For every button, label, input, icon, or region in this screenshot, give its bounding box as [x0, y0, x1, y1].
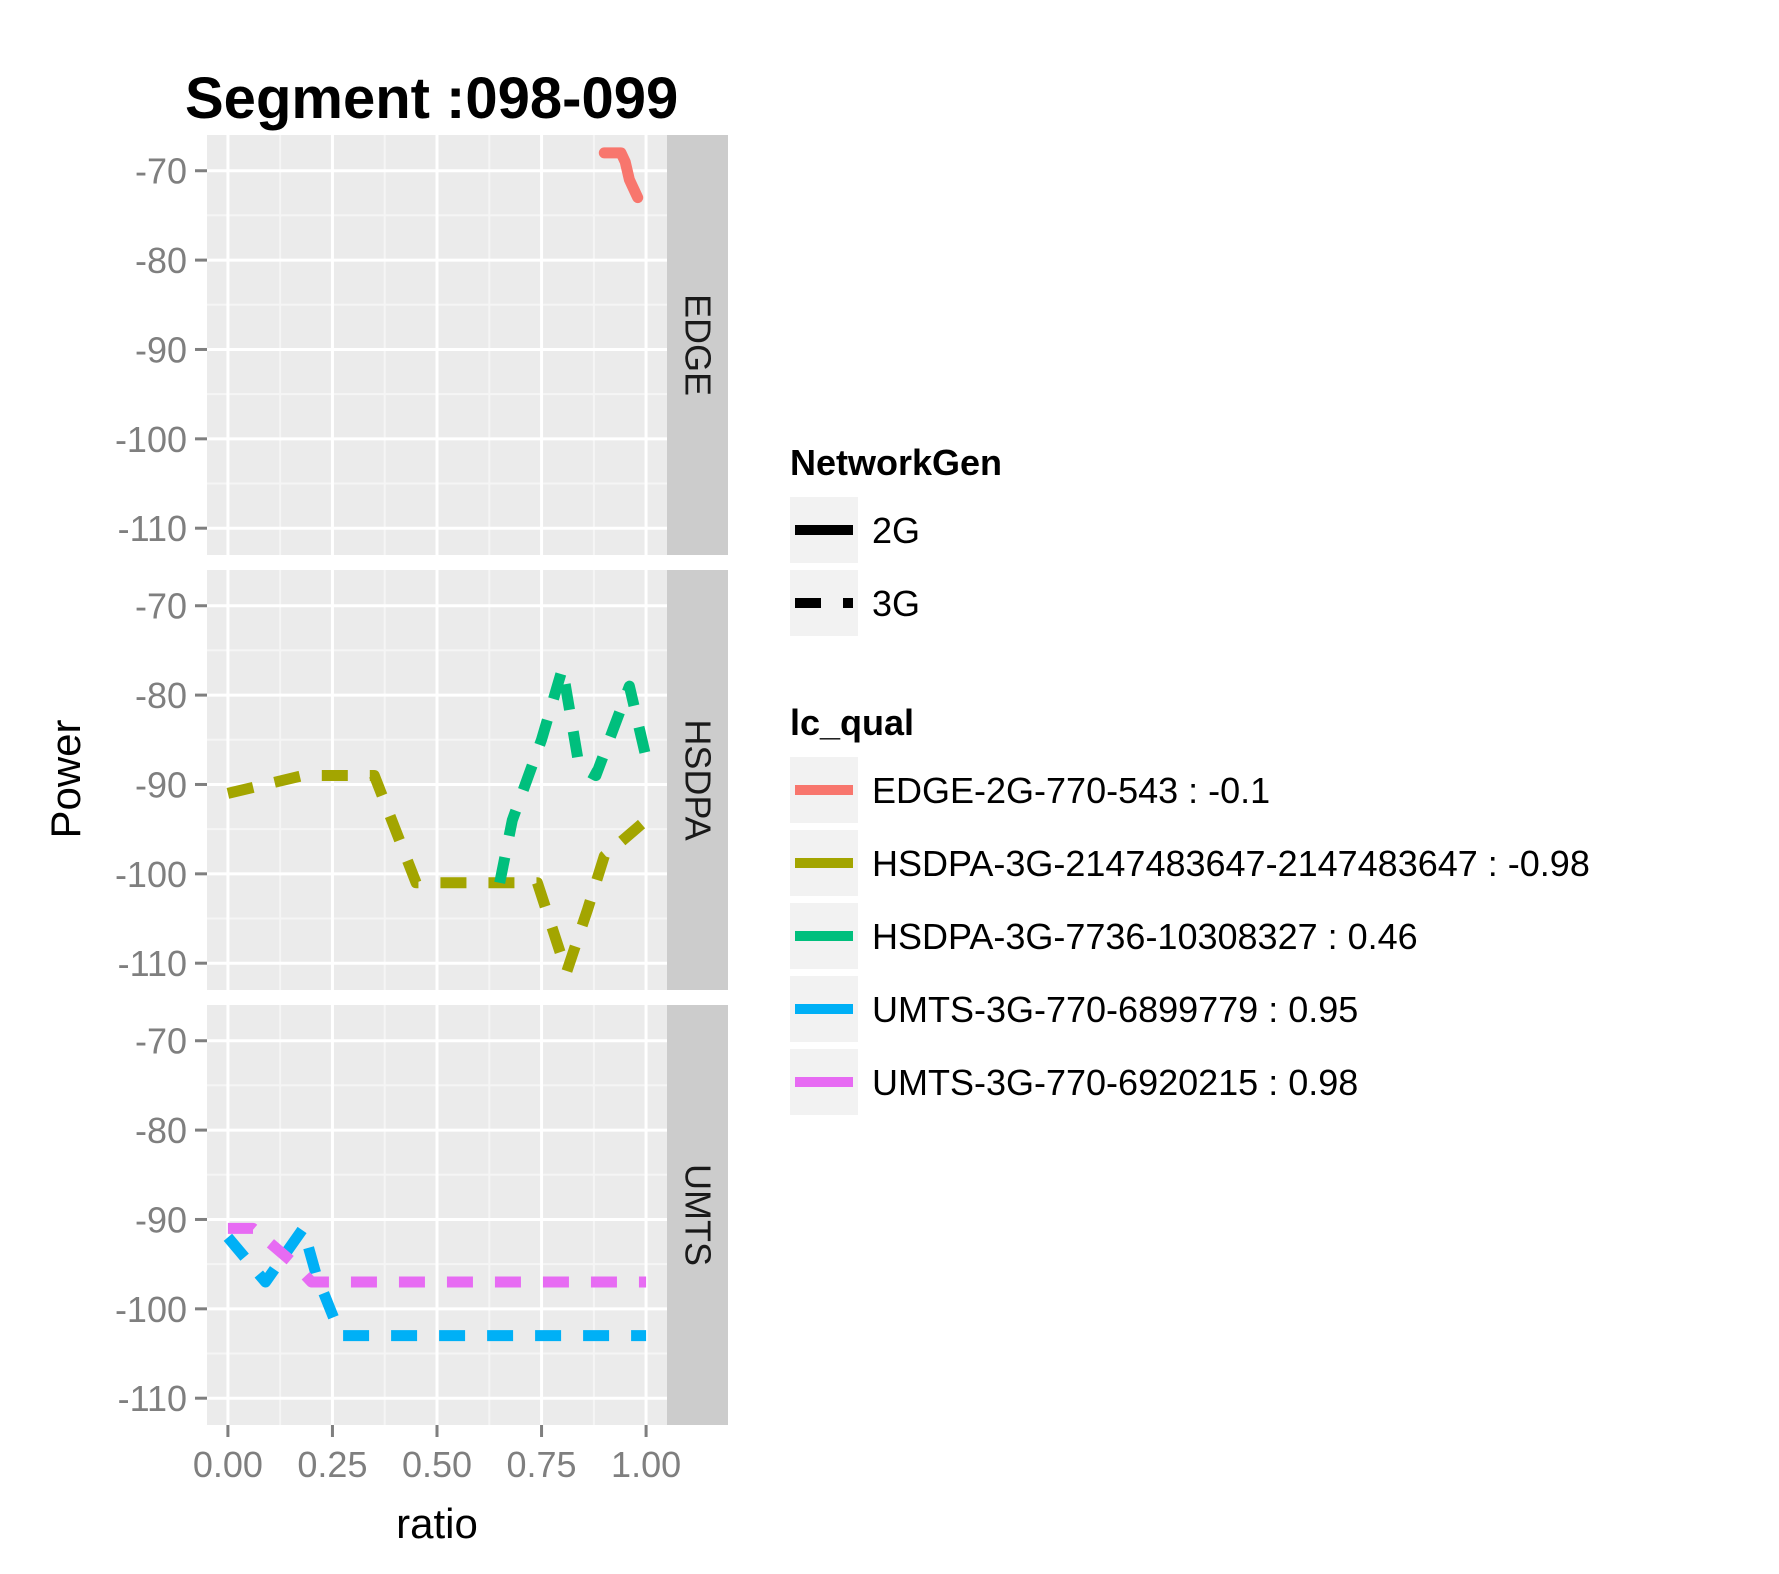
x-tick-label: 0.25: [297, 1444, 367, 1485]
legend-label: HSDPA-3G-2147483647-2147483647 : -0.98: [872, 843, 1590, 884]
series-line: [598, 147, 644, 204]
series-line: [226, 770, 650, 978]
y-axis-title: Power: [42, 719, 89, 838]
y-tick-label: -110: [118, 508, 187, 549]
x-axis: 0.00 0.25 0.50 0.75 1.00: [193, 1425, 681, 1485]
y-tick-label: -90: [135, 329, 187, 370]
y-tick-label: -70: [135, 151, 187, 192]
y-tick-label: -80: [135, 1110, 187, 1151]
legend-networkgen: NetworkGen 2G 3G: [790, 442, 1002, 636]
facet-panel-edge: -70 -80 -90 -100 -110 EDGE: [115, 135, 728, 555]
facet-strip: [667, 1005, 728, 1425]
x-axis-title: ratio: [396, 1500, 478, 1547]
y-tick-label: -100: [115, 419, 187, 460]
legend-label: UMTS-3G-770-6899779 : 0.95: [872, 989, 1358, 1030]
x-tick-label: 1.00: [611, 1444, 681, 1485]
facet-strip-label: UMTS: [678, 1164, 719, 1266]
legend-label: 3G: [872, 583, 920, 624]
x-tick-label: 0.00: [193, 1444, 263, 1485]
facet-strip: [667, 135, 728, 555]
series-line: [227, 1222, 647, 1288]
legend-lc_qual: lc_qual EDGE-2G-770-543 : -0.1 HSDPA-3G-21…: [790, 702, 1590, 1115]
facet-strip: [667, 570, 728, 990]
facet-strip-label: HSDPA: [678, 719, 719, 840]
y-tick-label: -90: [135, 1199, 187, 1240]
legend-label: 2G: [872, 510, 920, 551]
legend-title: NetworkGen: [790, 442, 1002, 483]
facet-panel-umts: -70 -80 -90 -100 -110 UMTS: [115, 1005, 728, 1425]
y-tick-label: -70: [135, 1021, 187, 1062]
y-tick-label: -100: [115, 854, 187, 895]
y-tick-label: -110: [118, 1378, 187, 1419]
series-line: [223, 1222, 647, 1342]
x-tick-label: 0.50: [402, 1444, 472, 1485]
legend-label: UMTS-3G-770-6920215 : 0.98: [872, 1062, 1358, 1103]
y-tick-label: -100: [115, 1289, 187, 1330]
facet-strip-label: EDGE: [678, 294, 719, 396]
y-tick-label: -90: [135, 764, 187, 805]
legends: NetworkGen 2G 3G lc_qual EDGE-2G-770-543 : -…: [790, 442, 1590, 1115]
y-tick-label: -80: [135, 675, 187, 716]
legend-title: lc_qual: [790, 702, 914, 743]
x-tick-label: 0.75: [507, 1444, 577, 1485]
y-tick-label: -110: [118, 943, 187, 984]
legend-label: HSDPA-3G-7736-10308327 : 0.46: [872, 916, 1418, 957]
facet-panel-hsdpa: -70 -80 -90 -100 -110 HSDPA: [115, 570, 728, 990]
y-tick-label: -80: [135, 240, 187, 281]
chart-title: Segment :098-099: [185, 66, 678, 131]
facet-panels: -70 -80 -90 -100 -110 EDGE -70 -80 -90 -100 -110 HS…: [115, 135, 728, 1425]
legend-label: EDGE-2G-770-543 : -0.1: [872, 770, 1270, 811]
y-tick-label: -70: [135, 586, 187, 627]
